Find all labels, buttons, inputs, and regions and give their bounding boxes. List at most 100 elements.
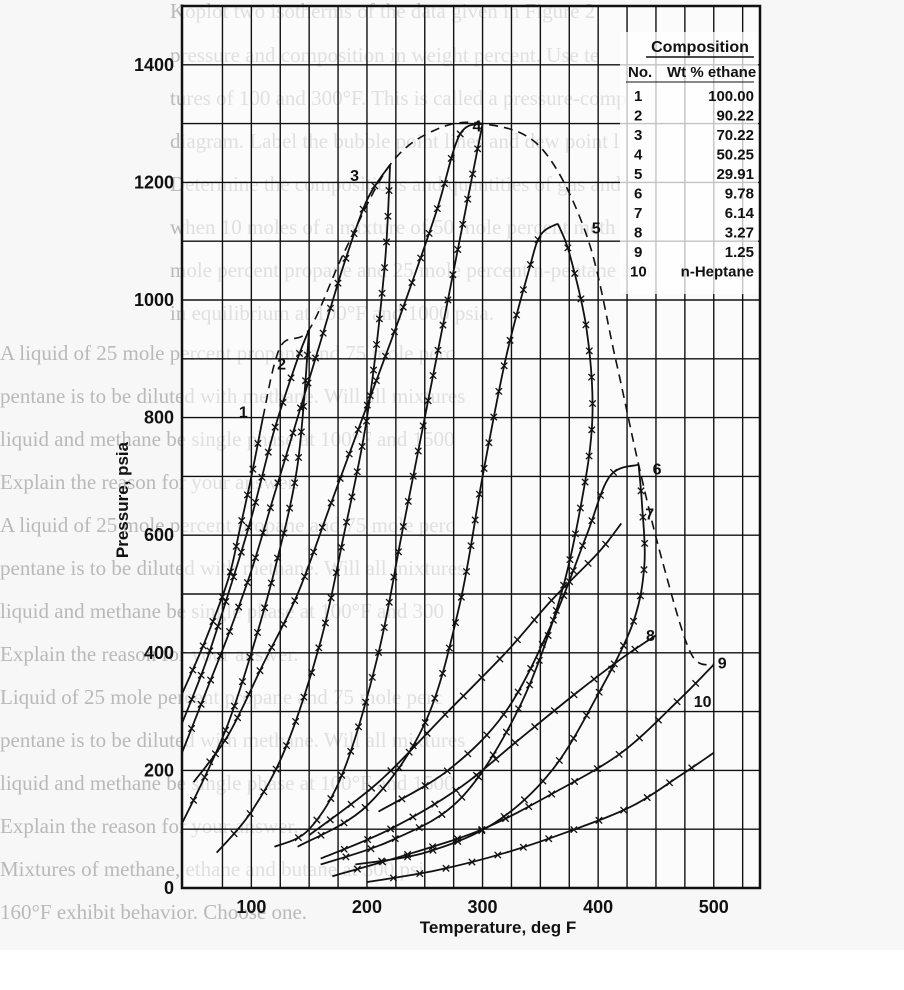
data-point-curve-5 [451,618,460,627]
pressure-temperature-chart: Koplot two isotherms of the data given i… [0,0,762,937]
data-point-curve-9 [615,750,623,759]
data-point-curve-5 [415,823,423,832]
data-point-curve-3 [291,717,300,726]
data-point-curve-3 [266,504,275,512]
curve-3 [216,164,391,854]
data-point-curve-8 [550,706,559,715]
data-point-curve-1 [189,666,197,674]
data-point-curve-4 [390,573,398,581]
data-point-curve-10 [416,869,424,878]
data-point-curve-9 [635,734,644,742]
data-point-curve-1 [249,465,257,473]
data-point-curve-5 [391,834,399,843]
data-point-curve-5 [566,555,574,564]
data-point-curve-5 [585,452,593,460]
data-point-curve-5 [571,269,579,277]
data-point-curve-6 [403,853,412,861]
data-point-curve-2 [221,726,230,734]
data-point-curve-2 [280,529,288,537]
data-point-curve-2 [258,473,266,481]
data-point-curve-1 [199,642,207,650]
x-tick-label: 300 [468,897,498,917]
data-point-curve-7 [347,800,355,808]
data-point-curve-2 [237,548,245,556]
data-point-curve-5 [552,606,560,615]
data-point-curve-6 [538,640,546,649]
legend-entry-number: 10 [630,264,647,281]
data-point-curve-7 [423,729,431,738]
data-point-curve-2 [295,349,304,358]
data-point-curve-4 [256,666,264,675]
data-point-curve-2 [211,750,220,758]
curve-label-5: 5 [592,221,601,238]
data-point-curve-5 [395,764,403,772]
grid-lines [182,6,760,888]
data-point-curve-7 [530,616,538,624]
data-point-curve-5 [457,593,466,601]
data-point-curve-4 [429,371,437,380]
data-point-curve-4 [399,303,407,311]
data-point-curve-2 [303,351,311,359]
data-point-curve-3 [259,529,267,537]
data-point-curve-10 [665,779,674,787]
data-point-curve-3 [358,442,366,451]
data-point-curve-2 [287,374,295,382]
data-point-curve-9 [673,698,681,706]
data-point-curve-7 [405,748,413,756]
data-point-curve-4 [444,296,452,304]
data-point-curve-9 [501,814,510,823]
data-point-curve-5 [577,295,585,303]
data-point-curve-4 [425,229,433,238]
data-point-curve-1 [243,491,252,499]
data-point-curve-4 [433,204,441,213]
data-point-curve-2 [273,554,282,562]
legend-title: Composition [651,39,749,56]
data-point-curve-4 [380,623,388,632]
data-point-curve-3 [216,652,224,660]
data-point-curve-5 [571,530,580,538]
data-point-curve-6 [582,711,591,720]
data-point-curve-7 [547,596,556,605]
data-point-curve-2 [279,398,287,407]
data-point-curve-5 [458,793,466,801]
data-point-curve-5 [506,336,514,344]
data-point-curve-7 [441,710,449,719]
data-point-curve-10 [442,864,450,872]
legend-entry-composition: 3.27 [725,225,754,242]
data-point-curve-5 [514,705,523,713]
data-point-curve-3 [385,186,393,195]
data-point-curve-7 [584,559,592,568]
data-point-curve-5 [512,311,521,319]
data-point-curve-5 [526,260,535,269]
data-point-curve-4 [381,352,390,360]
data-point-curve-10 [494,851,502,859]
data-point-curve-5 [438,810,446,819]
data-point-curve-1 [232,542,240,550]
data-point-curve-4 [434,346,442,354]
legend-rows: 1 100.00 2 90.22 3 70.22 4 50.25 5 29.91 6 9.78 7 6.1… [630,88,755,281]
data-point-curve-7 [496,655,504,663]
data-point-curve-4 [408,278,416,287]
legend-entry-composition: 50.25 [716,147,754,164]
data-point-curve-9 [654,716,663,724]
data-point-curve-3 [311,354,320,362]
curve-2 [181,329,311,824]
data-point-curve-3 [366,391,374,400]
data-point-curve-4 [449,271,457,279]
data-point-curve-3 [332,568,340,577]
curve-6 [355,464,646,866]
data-point-curve-3 [251,554,260,562]
data-point-curve-8 [570,691,578,699]
data-point-curve-3 [235,603,243,611]
data-point-curve-5 [421,718,429,727]
data-point-curve-5 [519,286,528,294]
data-point-curve-6 [560,591,568,600]
data-point-curve-4 [300,572,309,581]
legend-entry-composition: 6.14 [725,205,755,222]
data-point-curve-6 [619,641,628,650]
data-point-curve-4 [221,736,229,745]
data-point-curve-4 [464,195,472,203]
data-point-curve-9 [453,835,462,843]
data-point-curve-5 [585,347,593,355]
data-point-curve-3 [187,724,196,733]
